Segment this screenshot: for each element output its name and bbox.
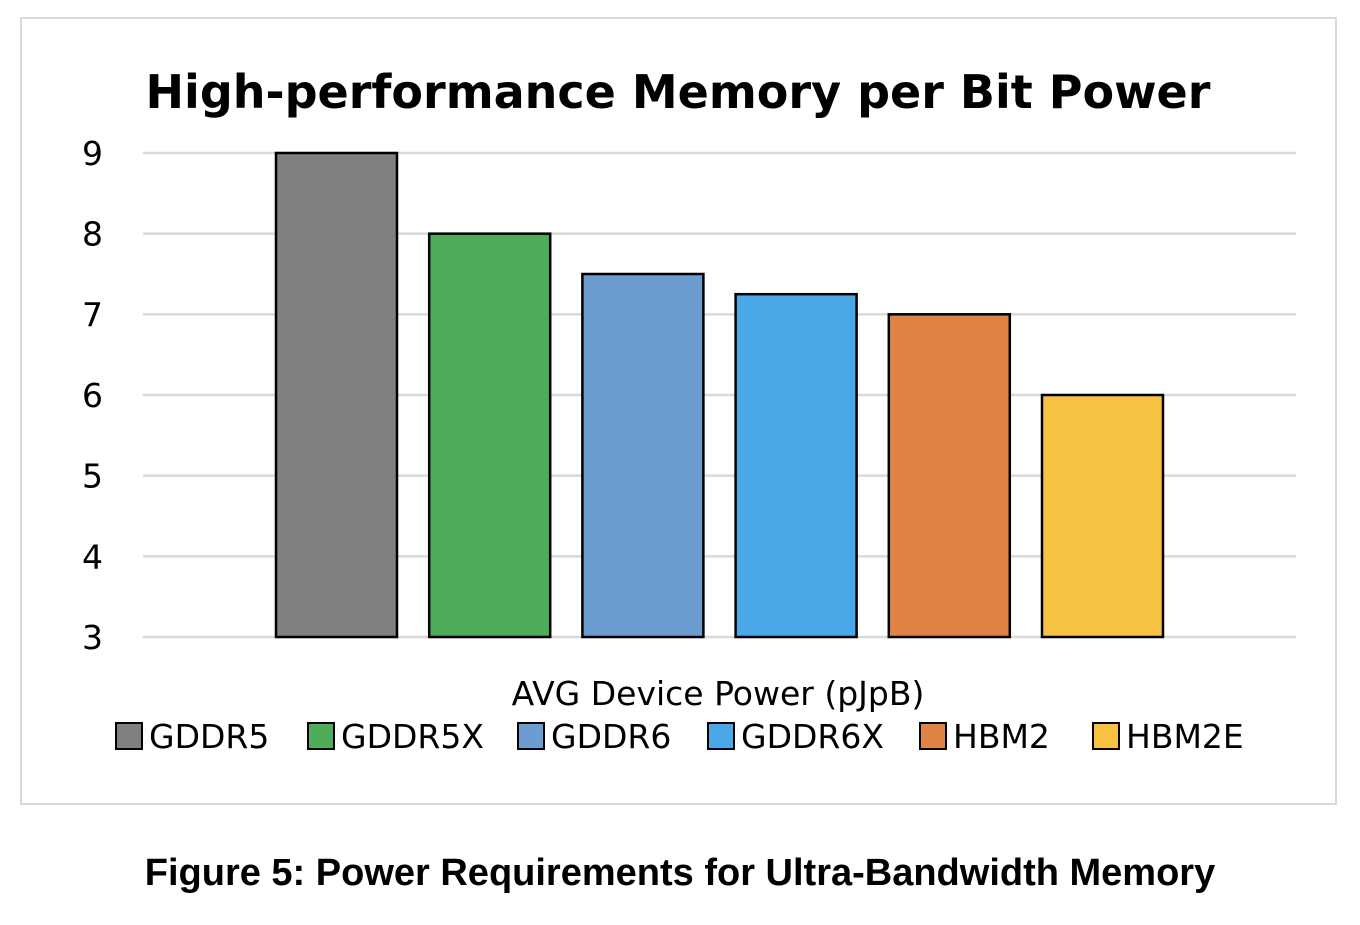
bars	[274, 151, 1165, 639]
bar-gddr5x	[427, 232, 552, 639]
x-axis-label: AVG Device Power (pJpB)	[512, 674, 925, 713]
legend-swatch	[707, 722, 735, 750]
bar-hbm2	[887, 313, 1012, 639]
y-tick-label: 8	[82, 215, 103, 254]
figure-caption: Figure 5: Power Requirements for Ultra-B…	[144, 852, 1216, 894]
legend-label: GDDR6X	[741, 717, 884, 756]
legend-label: GDDR6	[551, 717, 671, 756]
y-tick-label: 4	[82, 537, 103, 576]
legend: GDDR5 GDDR5X GDDR6 GDDR6X HBM2 HBM2E	[115, 717, 1244, 756]
legend-label: HBM2E	[1126, 717, 1244, 756]
y-tick-label: 3	[82, 618, 103, 657]
y-tick-label: 7	[82, 295, 103, 334]
bar-hbm2e	[1040, 393, 1165, 639]
legend-label: GDDR5X	[341, 717, 484, 756]
y-tick-label: 6	[82, 376, 103, 415]
bar-gddr6x	[734, 292, 858, 639]
y-tick-label: 9	[82, 134, 103, 173]
legend-swatch	[1092, 722, 1120, 750]
legend-swatch	[517, 722, 545, 750]
legend-swatch	[307, 722, 335, 750]
legend-swatch	[919, 722, 947, 750]
chart-title: High-performance Memory per Bit Power	[146, 65, 1211, 119]
legend-swatch	[115, 722, 143, 750]
legend-label: HBM2	[953, 717, 1050, 756]
y-axis-tick-labels: 3 4 5 6 7 8 9	[82, 134, 103, 657]
legend-label: GDDR5	[149, 717, 269, 756]
y-tick-label: 5	[82, 457, 103, 496]
bar-gddr5	[274, 151, 399, 639]
bar-gddr6	[581, 272, 705, 639]
